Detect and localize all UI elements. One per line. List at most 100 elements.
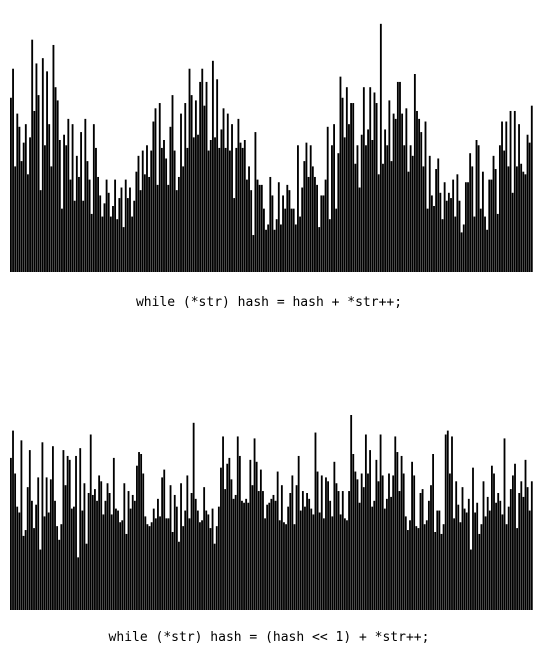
bar-1-52	[120, 187, 123, 272]
bar-1-127	[280, 224, 282, 272]
bar-1-90	[201, 68, 204, 272]
bar-1-20	[52, 44, 55, 272]
bar-1-1	[12, 68, 14, 272]
bar-2-70	[157, 498, 159, 610]
bar-2-10	[31, 500, 33, 610]
bar-1-106	[235, 147, 238, 272]
bar-2-241	[516, 528, 519, 610]
bar-2-91	[201, 520, 203, 610]
bar-2-153	[331, 516, 334, 610]
bar-1-31	[75, 155, 78, 272]
bar-2-72	[161, 477, 164, 610]
bar-1-137	[301, 187, 304, 272]
bar-1-78	[175, 190, 178, 272]
bar-2-209	[448, 473, 451, 610]
bar-1-71	[160, 147, 163, 272]
bar-1-187	[407, 171, 410, 272]
bar-1-186	[405, 108, 408, 272]
bar-2-244	[522, 496, 525, 610]
bar-1-145	[318, 227, 321, 272]
bar-1-220	[477, 145, 480, 272]
bar-1-134	[294, 224, 297, 272]
bar-1-241	[522, 171, 525, 272]
bar-1-13	[37, 95, 40, 272]
bar-1-235	[509, 110, 512, 272]
bar-1-125	[275, 219, 278, 272]
bar-1-115	[254, 132, 257, 272]
bar-1-143	[314, 176, 316, 272]
bar-1-25	[63, 134, 65, 272]
bar-1-160	[350, 103, 353, 272]
bar-1-194	[422, 166, 425, 272]
bar-1-223	[484, 216, 486, 272]
bar-1-239	[518, 124, 520, 272]
bar-1-0	[10, 97, 12, 272]
bar-1-100	[222, 108, 225, 272]
bar-2-248	[530, 481, 533, 610]
bar-2-47	[108, 493, 111, 610]
bar-2-17	[45, 477, 48, 610]
bar-2-131	[285, 524, 287, 610]
bar-1-108	[239, 142, 242, 272]
bar-2-180	[388, 473, 390, 610]
bar-1-16	[44, 145, 46, 272]
bar-2-220	[472, 467, 474, 610]
bar-1-219	[475, 140, 478, 272]
bar-1-236	[511, 192, 514, 272]
bar-2-63	[142, 473, 145, 610]
bar-2-26	[64, 485, 67, 610]
bar-2-29	[70, 508, 73, 610]
bar-1-123	[271, 195, 274, 272]
bar-2-134	[291, 475, 294, 610]
bar-1-27	[67, 118, 70, 272]
bar-1-96	[214, 137, 216, 272]
bar-1-136	[299, 216, 301, 272]
bar-1-179	[390, 161, 393, 272]
bar-1-215	[467, 182, 469, 272]
bar-1-211	[458, 200, 461, 272]
bar-2-124	[270, 498, 273, 610]
bar-2-27	[66, 455, 69, 610]
bar-1-122	[269, 176, 272, 272]
bar-1-67	[152, 121, 155, 272]
bar-1-126	[277, 182, 280, 272]
bar-1-39	[92, 124, 95, 272]
bar-2-52	[119, 522, 122, 610]
bar-2-73	[163, 469, 166, 610]
bar-2-107	[234, 494, 237, 610]
bar-2-170	[367, 473, 369, 610]
bar-1-152	[333, 124, 335, 272]
bar-1-224	[486, 229, 489, 272]
bar-2-13	[37, 477, 40, 610]
bar-2-166	[358, 502, 361, 610]
bar-1-37	[88, 179, 91, 272]
bar-1-76	[171, 95, 174, 272]
bar-2-32	[77, 557, 80, 610]
bar-1-10	[31, 39, 34, 272]
bar-1-73	[165, 158, 168, 272]
bar-1-159	[348, 124, 350, 272]
bar-2-98	[215, 526, 218, 610]
bar-2-36	[85, 543, 88, 610]
bar-2-135	[293, 524, 296, 610]
bar-1-110	[243, 140, 246, 272]
bar-2-215	[461, 487, 464, 610]
bar-2-177	[381, 475, 384, 610]
bar-2-222	[476, 502, 479, 610]
bar-2-227	[486, 496, 489, 610]
bar-1-154	[337, 153, 340, 272]
bar-1-111	[245, 179, 248, 272]
bar-2-100	[220, 467, 222, 610]
bar-1-50	[116, 219, 119, 272]
bar-2-104	[228, 457, 231, 610]
bar-2-12	[35, 504, 38, 610]
bar-2-173	[373, 500, 376, 610]
bar-1-213	[462, 224, 465, 272]
bar-2-18	[47, 512, 50, 610]
bar-2-0	[10, 457, 12, 610]
bar-1-173	[377, 174, 380, 272]
bar-1-43	[101, 216, 104, 272]
bar-2-179	[385, 498, 388, 610]
bar-2-201	[432, 454, 435, 610]
bar-1-109	[241, 147, 244, 272]
